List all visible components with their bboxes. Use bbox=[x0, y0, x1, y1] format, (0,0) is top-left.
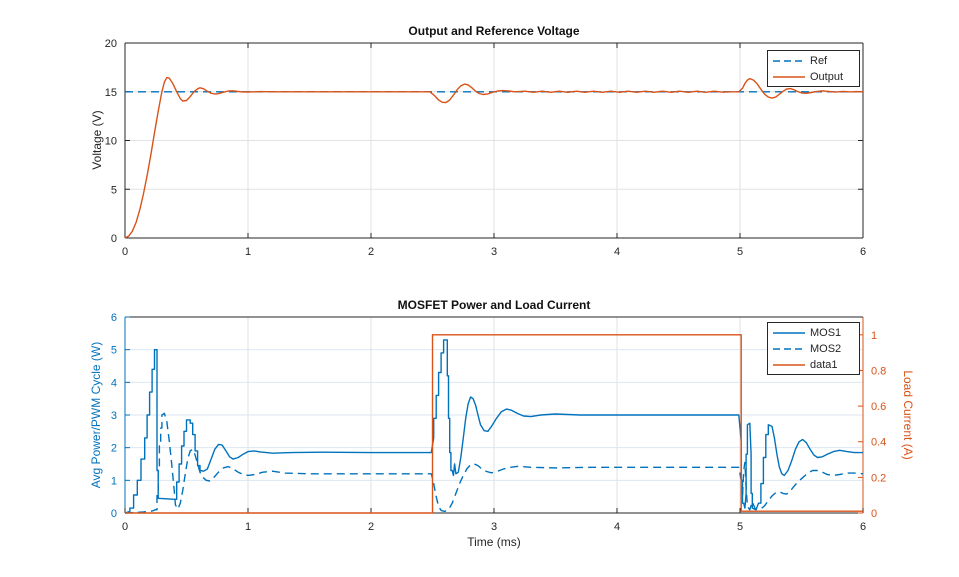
y-tick-label: 0 bbox=[111, 508, 117, 520]
x-tick-label: 4 bbox=[614, 521, 620, 533]
y-tick-label: 5 bbox=[111, 184, 117, 196]
x-tick-label: 5 bbox=[737, 521, 743, 533]
mos1-line-sample-icon bbox=[773, 331, 805, 334]
y-tick-label: 2 bbox=[111, 443, 117, 455]
ref-line-sample-icon bbox=[773, 59, 805, 62]
series-line-output bbox=[124, 76, 864, 239]
output-line-sample-icon bbox=[773, 75, 805, 78]
bottom-left-y-axis-label: Avg Power/PWM Cycle (W) bbox=[89, 341, 103, 489]
legend-label: Output bbox=[810, 70, 844, 83]
y2-tick-label: 0.6 bbox=[871, 401, 886, 413]
y-tick-label: 1 bbox=[111, 475, 117, 487]
x-axis-label: Time (ms) bbox=[467, 535, 521, 549]
series-line-data1 bbox=[125, 334, 863, 514]
x-tick-label: 1 bbox=[245, 246, 251, 258]
y2-tick-label: 0.2 bbox=[871, 472, 886, 484]
legend-entry-output: Output bbox=[772, 69, 854, 85]
y2-tick-label: 0.4 bbox=[871, 437, 886, 449]
x-tick-label: 2 bbox=[368, 521, 374, 533]
x-tick-label: 0 bbox=[122, 246, 128, 258]
data1-line-sample-icon bbox=[773, 363, 805, 366]
mos2-line-sample-icon bbox=[773, 347, 805, 350]
x-tick-label: 0 bbox=[122, 521, 128, 533]
y2-tick-label: 0.8 bbox=[871, 365, 886, 377]
bottom-right-y-axis-label: Load Current (A) bbox=[901, 370, 915, 460]
x-tick-label: 4 bbox=[614, 246, 620, 258]
y-tick-label: 0 bbox=[111, 233, 117, 245]
y-tick-label: 15 bbox=[105, 87, 117, 99]
x-tick-label: 3 bbox=[491, 521, 497, 533]
bottom-legend: MOS1 MOS2 data1 bbox=[767, 322, 860, 375]
legend-label: MOS1 bbox=[810, 326, 842, 339]
legend-entry-ref: Ref bbox=[772, 53, 854, 69]
top-y-axis-label: Voltage (V) bbox=[90, 110, 104, 170]
legend-entry-mos1: MOS1 bbox=[772, 325, 854, 341]
bottom-chart-title: MOSFET Power and Load Current bbox=[397, 298, 591, 312]
legend-label: MOS2 bbox=[810, 342, 842, 355]
top-legend: Ref Output bbox=[767, 50, 860, 87]
x-tick-label: 1 bbox=[245, 521, 251, 533]
y-tick-label: 20 bbox=[105, 38, 117, 50]
legend-entry-data1: data1 bbox=[772, 357, 854, 373]
x-tick-label: 2 bbox=[368, 246, 374, 258]
y-tick-label: 10 bbox=[105, 136, 117, 148]
y-tick-label: 6 bbox=[111, 312, 117, 324]
y-tick-label: 5 bbox=[111, 345, 117, 357]
series-line-mos1 bbox=[124, 339, 863, 514]
y-tick-label: 3 bbox=[111, 410, 117, 422]
x-tick-label: 6 bbox=[860, 246, 866, 258]
legend-entry-mos2: MOS2 bbox=[772, 341, 854, 357]
legend-label: Ref bbox=[810, 54, 828, 67]
y2-tick-label: 1 bbox=[871, 330, 877, 342]
y-tick-label: 4 bbox=[111, 377, 117, 389]
x-tick-label: 3 bbox=[491, 246, 497, 258]
y2-tick-label: 0 bbox=[871, 508, 877, 520]
x-tick-label: 5 bbox=[737, 246, 743, 258]
x-tick-label: 6 bbox=[860, 521, 866, 533]
legend-label: data1 bbox=[810, 358, 838, 371]
top-chart-title: Output and Reference Voltage bbox=[408, 24, 580, 38]
